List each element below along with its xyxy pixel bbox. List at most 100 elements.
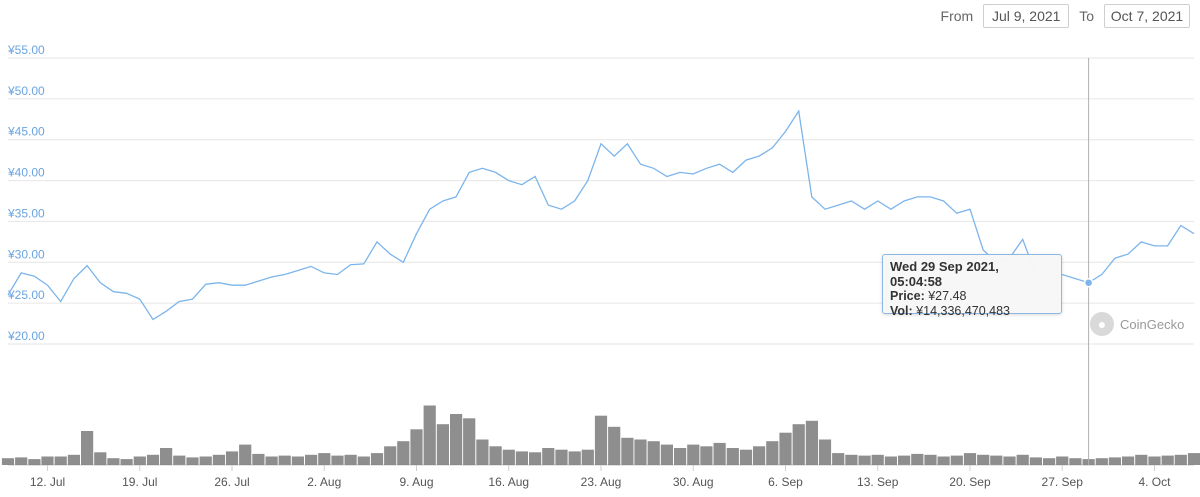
volume-bar <box>621 437 634 465</box>
y-tick-label: ¥25.00 <box>7 288 45 302</box>
volume-bar <box>199 456 212 465</box>
volume-bar <box>94 452 107 466</box>
x-tick-label: 13. Sep <box>857 475 899 489</box>
volume-bar <box>357 456 370 465</box>
volume-bar <box>581 449 594 465</box>
y-tick-label: ¥35.00 <box>7 206 45 220</box>
hover-point <box>1083 277 1094 288</box>
x-tick-label: 4. Oct <box>1138 475 1171 489</box>
volume-bar <box>937 456 950 465</box>
y-tick-label: ¥45.00 <box>7 125 45 139</box>
x-tick-label: 30. Aug <box>673 475 714 489</box>
volume-bar <box>344 454 357 465</box>
volume-bar <box>450 414 463 465</box>
volume-bar <box>252 453 265 465</box>
x-tick-label: 20. Sep <box>949 475 991 489</box>
volume-bar <box>1043 458 1056 465</box>
volume-bar <box>1095 458 1108 465</box>
volume-bar <box>1069 458 1082 465</box>
x-tick-label: 26. Jul <box>214 475 249 489</box>
volume-bar <box>397 441 410 465</box>
volume-bar <box>489 446 502 465</box>
to-label: To <box>1079 8 1094 24</box>
volume-bar <box>845 454 858 465</box>
volume-bar <box>305 454 318 465</box>
volume-bar <box>436 424 449 465</box>
x-axis-ticks: 12. Jul 19. Jul 26. Jul 2. Aug 9. Aug 16. Aug… <box>30 465 1171 489</box>
volume-bar <box>463 418 476 466</box>
volume-bar <box>1003 456 1016 465</box>
to-date-input[interactable]: Oct 7, 2021 <box>1104 4 1190 28</box>
x-tick-label: 27. Sep <box>1042 475 1084 489</box>
volume-bar <box>265 456 278 465</box>
volume-bar <box>54 456 67 465</box>
volume-bar <box>687 444 700 465</box>
volume-bar <box>291 456 304 465</box>
volume-bar <box>1 458 15 465</box>
tooltip-vol-value: ¥14,336,470,483 <box>916 304 1011 318</box>
volume-bar <box>1029 457 1042 465</box>
y-tick-label: ¥20.00 <box>7 329 45 343</box>
from-date-input[interactable]: Jul 9, 2021 <box>983 4 1070 28</box>
volume-bar <box>120 459 133 466</box>
date-range: From Jul 9, 2021 To Oct 7, 2021 <box>939 4 1190 28</box>
volume-bar <box>871 454 884 465</box>
volume-bar <box>1135 454 1148 465</box>
x-tick-label: 2. Aug <box>307 475 341 489</box>
coingecko-credit[interactable]: ● CoinGecko <box>1090 312 1184 336</box>
volume-bar <box>384 446 397 465</box>
volume-bar <box>647 441 660 465</box>
volume-bar <box>331 455 344 465</box>
volume-bar <box>186 457 199 465</box>
volume-bar <box>370 453 384 465</box>
volume-bar <box>608 426 621 466</box>
volume-bar <box>713 442 726 465</box>
x-tick-label: 16. Aug <box>488 475 529 489</box>
volume-bar <box>792 424 805 465</box>
volume-bar <box>476 439 489 465</box>
volume-bar <box>41 456 54 465</box>
volume-bar <box>753 446 766 465</box>
volume-bar <box>911 453 924 465</box>
volume-bar <box>1161 455 1174 465</box>
volume-bar <box>173 455 186 465</box>
credit-text: CoinGecko <box>1120 316 1185 332</box>
volume-bar <box>1056 456 1069 465</box>
volume-bar <box>726 448 739 465</box>
volume-bar <box>898 455 911 465</box>
volume-bar <box>594 415 608 465</box>
x-tick-label: 12. Jul <box>30 475 65 489</box>
volume-bar <box>107 458 120 465</box>
volume-bar <box>67 454 80 465</box>
volume-bar <box>1016 454 1029 465</box>
volume-bar <box>1122 456 1135 465</box>
y-tick-label: ¥55.00 <box>7 43 45 57</box>
price-y-axis-ticks: ¥20.00 ¥25.00 ¥30.00 ¥35.00 ¥40.00 ¥45.00 ¥50.… <box>7 43 45 343</box>
volume-bar <box>963 453 977 465</box>
volume-bar <box>542 448 555 465</box>
x-tick-label: 23. Aug <box>581 475 622 489</box>
volume-bar <box>146 454 160 465</box>
volume-bar <box>278 455 291 465</box>
from-label: From <box>940 8 974 24</box>
tooltip: Wed 29 Sep 2021, 05:04:58 Price: ¥27.48 … <box>882 254 1062 318</box>
gecko-logo-icon: ● <box>1090 312 1114 336</box>
volume-bar <box>766 441 779 465</box>
y-tick-label: ¥40.00 <box>7 166 45 180</box>
y-tick-label: ¥30.00 <box>7 247 45 261</box>
volume-bar <box>515 451 528 465</box>
tooltip-price-label: Price: <box>890 289 925 303</box>
y-tick-label: ¥50.00 <box>7 84 45 98</box>
volume-bar <box>1148 456 1161 465</box>
volume-bar <box>990 455 1003 465</box>
volume-bar <box>634 439 647 465</box>
volume-bar <box>805 420 818 465</box>
volume-bar <box>660 444 673 465</box>
volume-bar <box>950 455 963 465</box>
volume-bar <box>568 451 581 465</box>
tooltip-vol-label: Vol: <box>890 304 913 318</box>
volume-bar <box>318 453 331 465</box>
x-tick-label: 19. Jul <box>122 475 157 489</box>
x-tick-label: 6. Sep <box>768 475 803 489</box>
